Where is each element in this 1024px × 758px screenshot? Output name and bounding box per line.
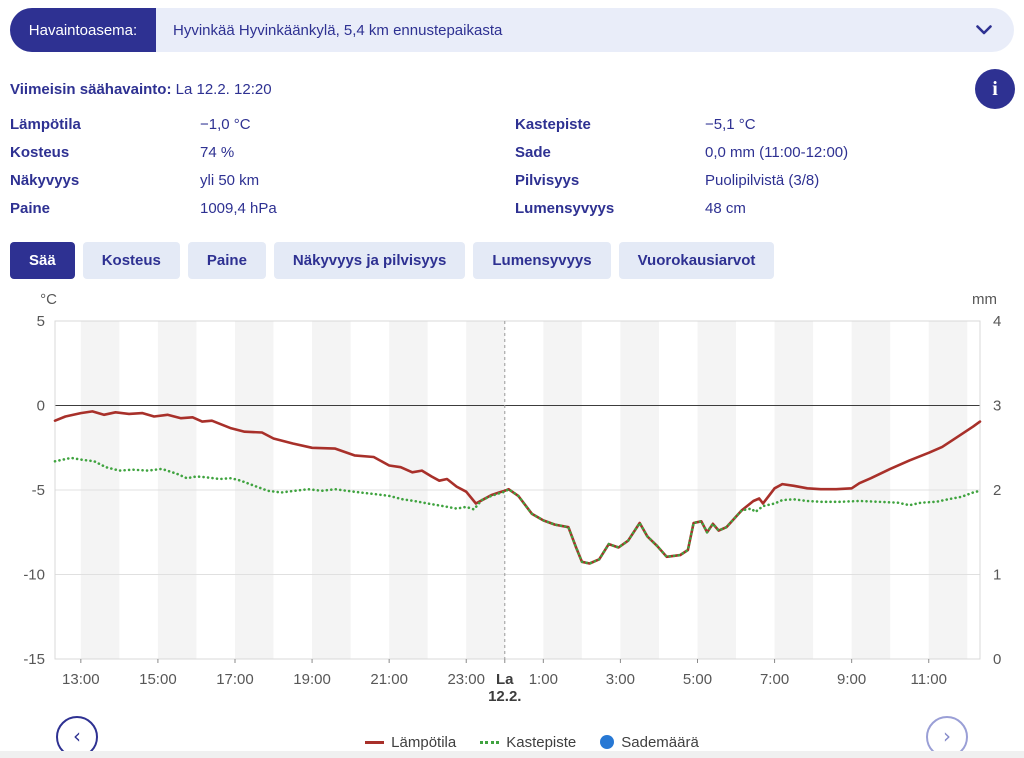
svg-text:1:00: 1:00 [529,671,558,688]
observation-label: Sade [515,144,551,161]
chart-area: °C mm 5 0 -5 -10 -15 4 3 2 1 0 13:00 15:00 17:00 19:00 2… [0,285,1024,710]
observation-value: −5,1 °C [705,116,756,133]
observation-label: Näkyvyys [10,172,80,189]
tab-bar: Sää Kosteus Paine Näkyvyys ja pilvisyys … [10,242,775,279]
rain-circle-swatch [600,735,615,749]
svg-text:°C: °C [40,291,57,308]
tab-nakyvyys-ja-pilvisyys[interactable]: Näkyvyys ja pilvisyys [273,242,466,279]
svg-text:-15: -15 [23,651,45,668]
observations-chart: °C mm 5 0 -5 -10 -15 4 3 2 1 0 13:00 15:00 17:00 19:00 2… [23,291,1001,705]
tab-paine[interactable]: Paine [187,242,266,279]
latest-observation-label: Viimeisin säähavainto: [10,81,172,98]
observation-label: Paine [10,200,51,217]
observation-value: 1009,4 hPa [200,200,277,217]
legend-item-dewpoint: Kastepiste [480,734,576,751]
observation-label: Pilvisyys [515,172,580,189]
legend-label: Sademäärä [621,733,699,751]
station-selector-label: Havaintoasema: [10,8,156,52]
observation-value: −1,0 °C [200,116,251,133]
svg-text:0: 0 [993,651,1001,668]
svg-text:1: 1 [993,567,1001,584]
svg-text:-5: -5 [32,482,45,499]
svg-text:23:00: 23:00 [447,671,485,688]
latest-observation-time: La 12.2. 12:20 [171,81,272,98]
legend-label: Kastepiste [506,733,577,751]
legend-item-rain: Sademäärä [600,734,699,751]
tab-vuorokausiarvot[interactable]: Vuorokausiarvot [618,242,775,279]
svg-text:21:00: 21:00 [370,671,408,688]
svg-text:11:00: 11:00 [911,671,947,688]
svg-text:15:00: 15:00 [139,671,177,688]
svg-text:mm: mm [972,291,997,308]
observation-value: 74 % [200,144,235,161]
svg-text:4: 4 [993,313,1001,330]
observation-value: yli 50 km [200,172,260,189]
chevron-down-icon[interactable] [976,22,992,38]
observation-value: Puolipilvistä (3/8) [705,172,820,189]
svg-text:La: La [496,671,514,688]
tab-saa[interactable]: Sää [10,242,75,279]
info-icon: i [992,77,998,100]
footer-strip [0,751,1024,758]
observation-grid: Lämpötila −1,0 °C Kastepiste −5,1 °C Kos… [10,116,1014,217]
dewpoint-dotted-swatch [480,740,500,744]
svg-text:5: 5 [37,313,45,330]
svg-text:19:00: 19:00 [293,671,331,688]
svg-text:9:00: 9:00 [837,671,866,688]
observation-value: 0,0 mm (11:00-12:00) [705,144,849,161]
svg-text:-10: -10 [23,567,45,584]
observation-label: Lämpötila [10,116,81,133]
tab-kosteus[interactable]: Kosteus [82,242,180,279]
svg-text:12.2.: 12.2. [488,688,521,705]
observation-label: Kastepiste [515,116,591,133]
tab-lumensyvyys[interactable]: Lumensyvyys [473,242,611,279]
station-selector-value: Hyvinkää Hyvinkäänkylä, 5,4 km ennustepa… [173,21,503,39]
svg-text:3: 3 [993,398,1001,415]
station-selector[interactable]: Havaintoasema: Hyvinkää Hyvinkäänkylä, 5… [10,8,1014,52]
observation-label: Kosteus [10,144,70,161]
chart-legend: Lämpötila Kastepiste Sademäärä [0,730,1024,754]
latest-observation: Viimeisin säähavainto: La 12.2. 12:20 [10,81,272,98]
legend-item-temperature: Lämpötila [365,734,456,751]
svg-text:13:00: 13:00 [62,671,100,688]
temperature-line-swatch [365,740,385,744]
svg-text:7:00: 7:00 [760,671,789,688]
svg-text:17:00: 17:00 [216,671,254,688]
svg-text:0: 0 [37,398,45,415]
svg-text:5:00: 5:00 [683,671,712,688]
svg-text:3:00: 3:00 [606,671,635,688]
legend-label: Lämpötila [391,733,457,751]
observation-value: 48 cm [705,200,746,217]
observation-label: Lumensyvyys [515,200,615,217]
info-button[interactable]: i [975,69,1015,109]
svg-text:2: 2 [993,482,1001,499]
